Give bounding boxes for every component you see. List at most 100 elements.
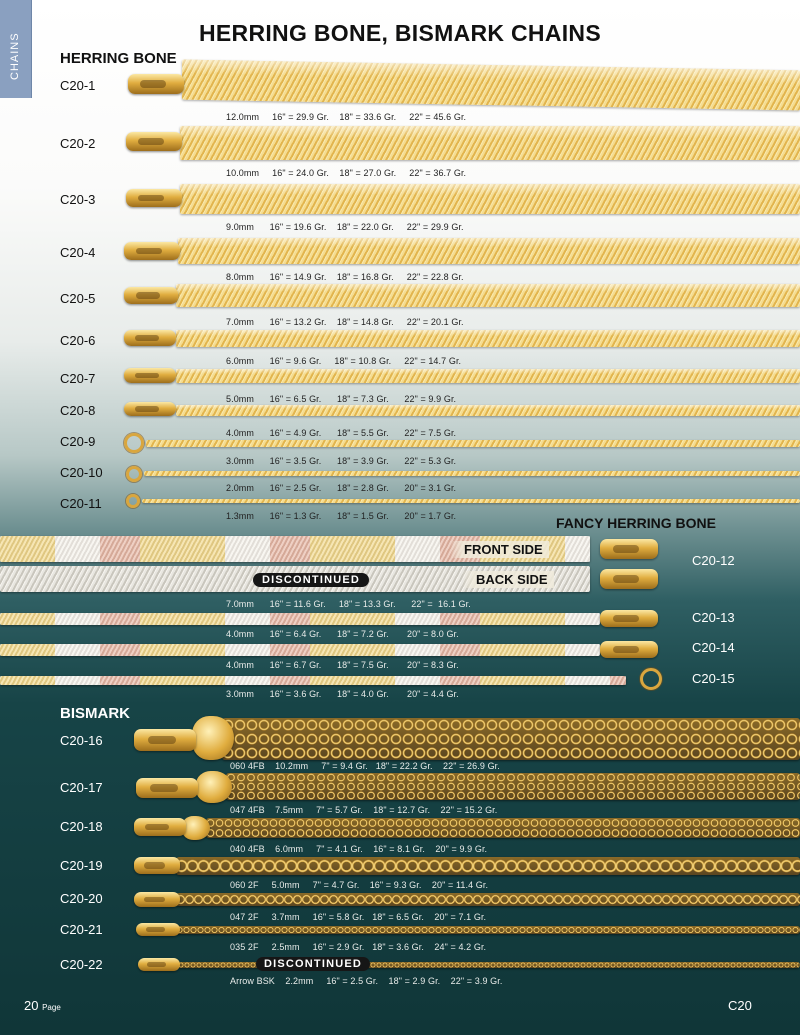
herringbone-chain-image: [176, 405, 800, 416]
lobster-clasp: [124, 287, 178, 304]
lobster-clasp: [600, 610, 658, 627]
section-code-footer: C20: [728, 998, 752, 1013]
item-code: C20-15: [692, 671, 735, 686]
item-spec: 7.0mm 16" = 11.6 Gr. 18" = 13.3 Gr. 22" …: [226, 599, 471, 609]
herringbone-chain-image: [180, 184, 800, 214]
section-title-bismark: BISMARK: [60, 705, 130, 722]
item-code: C20-8: [60, 403, 96, 418]
item-code: C20-9: [60, 434, 96, 449]
item-spec: 7.0mm 16" = 13.2 Gr. 18" = 14.8 Gr. 22" …: [226, 317, 464, 327]
page-word: Page: [42, 1003, 61, 1012]
item-spec: 4.0mm 16" = 6.7 Gr. 18" = 7.5 Gr. 20" = …: [226, 660, 459, 670]
item-code: C20-11: [60, 496, 102, 511]
item-spec: 5.0mm 16" = 6.5 Gr. 18" = 7.3 Gr. 22" = …: [226, 394, 457, 404]
herringbone-chain-image: [176, 369, 800, 383]
item-spec: 9.0mm 16" = 19.6 Gr. 18" = 22.0 Gr. 22" …: [226, 222, 464, 232]
lobster-clasp: [134, 729, 196, 751]
item-spec: 060 4FB 10.2mm 7" = 9.4 Gr. 18" = 22.2 G…: [230, 761, 500, 771]
lobster-clasp: [134, 892, 180, 907]
item-spec: 040 4FB 6.0mm 7" = 4.1 Gr. 16" = 8.1 Gr.…: [230, 844, 488, 854]
herringbone-chain-image: [176, 330, 800, 347]
discontinued-badge: DISCONTINUED: [253, 573, 369, 587]
lobster-clasp: [138, 958, 180, 971]
herringbone-chain-image: [142, 499, 800, 503]
lobster-clasp: [124, 368, 176, 383]
herringbone-chain-image: [182, 59, 800, 111]
bismark-chain-image: [176, 893, 800, 906]
lobster-clasp: [600, 641, 658, 658]
lobster-clasp: [136, 778, 198, 798]
bismark-chain-image: [222, 718, 800, 760]
item-spec: 6.0mm 16" = 9.6 Gr. 18" = 10.8 Gr. 22" =…: [226, 356, 462, 366]
item-spec: 4.0mm 16" = 6.4 Gr. 18" = 7.2 Gr. 20" = …: [226, 629, 459, 639]
spring-ring-clasp: [126, 466, 142, 482]
item-code: C20-1: [60, 78, 96, 93]
item-spec: 4.0mm 16" = 4.9 Gr. 18" = 5.5 Gr. 22" = …: [226, 428, 457, 438]
item-spec: 8.0mm 16" = 14.9 Gr. 18" = 16.8 Gr. 22" …: [226, 272, 464, 282]
section-title-herring-bone: HERRING BONE: [60, 50, 177, 67]
item-code: C20-19: [60, 858, 103, 873]
item-code: C20-22: [60, 957, 103, 972]
page-number-value: 20: [24, 998, 39, 1013]
lobster-clasp: [128, 74, 184, 94]
back-side-label: BACK SIDE: [462, 571, 554, 588]
lobster-clasp: [134, 818, 186, 836]
item-code: C20-17: [60, 780, 103, 795]
end-cap: [182, 816, 210, 840]
item-spec: 2.0mm 16" = 2.5 Gr. 18" = 2.8 Gr. 20" = …: [226, 483, 457, 493]
section-title-fancy-herring-bone: FANCY HERRING BONE: [556, 515, 716, 531]
item-code: C20-13: [692, 610, 735, 625]
item-spec: 047 4FB 7.5mm 7" = 5.7 Gr. 18" = 12.7 Gr…: [230, 805, 498, 815]
end-cap: [192, 716, 234, 760]
bismark-chain-image: [176, 857, 800, 875]
spring-ring-clasp: [126, 494, 140, 508]
lobster-clasp: [136, 923, 180, 936]
bismark-chain-image: [176, 926, 800, 934]
herringbone-chain-image: [178, 238, 800, 264]
lobster-clasp: [124, 242, 180, 260]
item-code: C20-3: [60, 192, 96, 207]
herringbone-chain-image: [146, 440, 800, 447]
lobster-clasp: [600, 569, 658, 589]
bismark-chain-image: [226, 773, 800, 800]
item-spec: 035 2F 2.5mm 16" = 2.9 Gr. 18" = 3.6 Gr.…: [230, 942, 487, 952]
item-code: C20-21: [60, 922, 103, 937]
item-code: C20-18: [60, 819, 103, 834]
lobster-clasp: [134, 857, 180, 874]
item-spec: 3.0mm 16" = 3.6 Gr. 18" = 4.0 Gr. 20" = …: [226, 689, 459, 699]
item-spec: 12.0mm 16" = 29.9 Gr. 18" = 33.6 Gr. 22"…: [226, 112, 467, 122]
herringbone-chain-image: [144, 471, 800, 476]
item-code: C20-16: [60, 733, 103, 748]
spring-ring-clasp: [124, 433, 144, 453]
fancy-herringbone-chain-image: [0, 644, 600, 656]
page-title: HERRING BONE, BISMARK CHAINS: [199, 20, 601, 46]
side-tab: CHAINS: [0, 0, 32, 98]
item-spec: 047 2F 3.7mm 16" = 5.8 Gr. 18" = 6.5 Gr.…: [230, 912, 487, 922]
item-code: C20-5: [60, 291, 96, 306]
fancy-herringbone-chain-image: [0, 676, 626, 685]
item-spec: 10.0mm 16" = 24.0 Gr. 18" = 27.0 Gr. 22"…: [226, 168, 467, 178]
herringbone-chain-image: [176, 284, 800, 307]
item-code: C20-12: [692, 553, 735, 568]
bismark-chain-image: [206, 818, 800, 838]
bismark-chain-image: [178, 962, 800, 968]
item-spec: 3.0mm 16" = 3.5 Gr. 18" = 3.9 Gr. 22" = …: [226, 456, 457, 466]
page-number: 20 Page: [24, 998, 61, 1013]
item-code: C20-7: [60, 371, 96, 386]
lobster-clasp: [124, 402, 176, 416]
lobster-clasp: [124, 330, 176, 346]
item-code: C20-6: [60, 333, 96, 348]
front-side-label: FRONT SIDE: [450, 541, 549, 558]
item-spec: Arrow BSK 2.2mm 16" = 2.5 Gr. 18" = 2.9 …: [230, 976, 503, 986]
item-code: C20-10: [60, 465, 103, 480]
item-code: C20-2: [60, 136, 96, 151]
fancy-herringbone-chain-image: [0, 613, 600, 625]
item-spec: 1.3mm 16" = 1.3 Gr. 18" = 1.5 Gr. 20" = …: [226, 511, 457, 521]
lobster-clasp: [126, 132, 182, 151]
spring-ring-clasp: [640, 668, 662, 690]
discontinued-badge: DISCONTINUED: [256, 957, 370, 971]
item-code: C20-20: [60, 891, 103, 906]
item-spec: 060 2F 5.0mm 7" = 4.7 Gr. 16" = 9.3 Gr. …: [230, 880, 489, 890]
lobster-clasp: [600, 539, 658, 559]
item-code: C20-14: [692, 640, 735, 655]
